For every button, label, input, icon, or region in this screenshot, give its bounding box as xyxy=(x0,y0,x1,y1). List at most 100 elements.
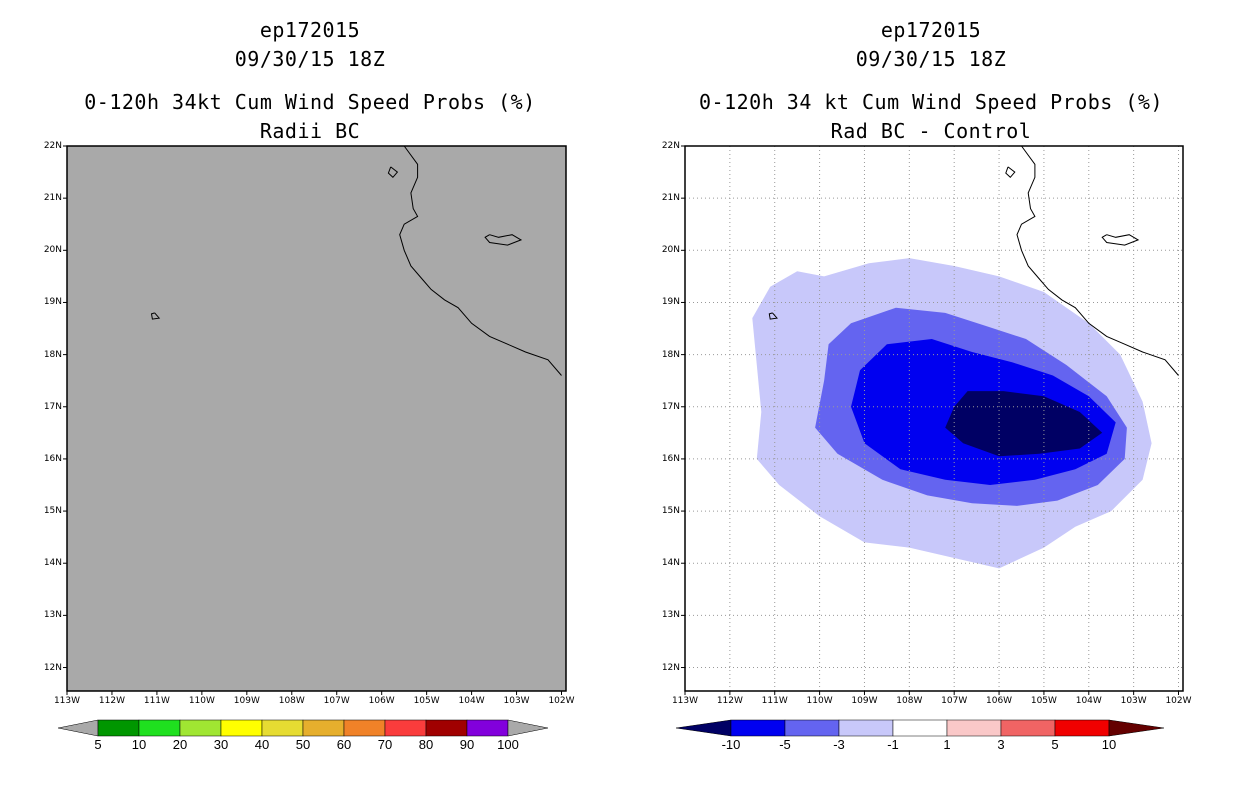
left-lon-label-108W: 108W xyxy=(278,696,305,706)
right-colorbar-box xyxy=(1054,719,1110,737)
right-colorbar-label--1: -1 xyxy=(887,737,899,752)
left-lon-label-112W: 112W xyxy=(98,696,125,706)
right-title-product: 0-120h 34 kt Cum Wind Speed Probs (%) xyxy=(698,90,1164,114)
left-colorbar-box xyxy=(261,719,304,737)
right-colorbar-box xyxy=(784,719,840,737)
right-lon-label-104W: 104W xyxy=(1075,696,1102,706)
right-island-1 xyxy=(1005,166,1016,179)
left-lat-label-14N: 14N xyxy=(43,558,62,569)
right-lat-label-21N: 21N xyxy=(661,193,680,204)
right-colorbar-high-arrow xyxy=(1108,719,1165,737)
left-colorbar-label-5: 5 xyxy=(94,737,102,752)
left-colorbar-box xyxy=(343,719,386,737)
left-title-product: 0-120h 34kt Cum Wind Speed Probs (%) xyxy=(84,90,536,114)
left-lat-label-15N: 15N xyxy=(43,506,62,517)
right-lat-label-17N: 17N xyxy=(661,401,680,412)
right-lon-label-106W: 106W xyxy=(986,696,1013,706)
right-colorbar-box xyxy=(946,719,1002,737)
right-lat-label-22N: 22N xyxy=(661,141,680,151)
right-colorbar-label-3: 3 xyxy=(997,737,1005,752)
left-title-date: 09/30/15 18Z xyxy=(234,47,386,71)
right-colorbar-label--10: -10 xyxy=(721,737,741,752)
right-island-0 xyxy=(768,312,778,320)
right-colorbar-label-1: 1 xyxy=(943,737,951,752)
right-contour--10 xyxy=(945,391,1103,457)
left-colorbar-box xyxy=(466,719,509,737)
left-lon-label-105W: 105W xyxy=(413,696,440,706)
left-colorbar-box xyxy=(302,719,345,737)
right-colorbar-low-arrow xyxy=(675,719,732,737)
left-colorbar-label-60: 60 xyxy=(336,737,352,752)
right-colorbar-box xyxy=(892,719,948,737)
left-lat-label-18N: 18N xyxy=(43,349,62,360)
left-lon-label-111W: 111W xyxy=(143,696,170,706)
left-lon-label-106W: 106W xyxy=(368,696,395,706)
right-lat-label-16N: 16N xyxy=(661,453,680,464)
right-lat-label-13N: 13N xyxy=(661,610,680,621)
left-colorbar-label-100: 100 xyxy=(497,737,519,752)
left-colorbar-box xyxy=(220,719,263,737)
left-lat-label-22N: 22N xyxy=(43,141,62,151)
right-lon-label-110W: 110W xyxy=(806,696,833,706)
left-colorbar-low-arrow xyxy=(57,719,99,737)
left-island-0 xyxy=(150,312,161,320)
left-colorbar-box xyxy=(179,719,222,737)
right-colorbar-box xyxy=(838,719,894,737)
left-coastline xyxy=(399,145,562,376)
right-lon-label-109W: 109W xyxy=(851,696,878,706)
right-lon-label-103W: 103W xyxy=(1120,696,1147,706)
left-lon-label-102W: 102W xyxy=(548,696,575,706)
right-lon-label-102W: 102W xyxy=(1165,696,1192,706)
left-lat-label-17N: 17N xyxy=(43,401,62,412)
right-colorbar-label-5: 5 xyxy=(1051,737,1059,752)
right-lon-label-107W: 107W xyxy=(941,696,968,706)
left-title-subtitle: Radii BC xyxy=(259,119,361,143)
left-colorbar-box xyxy=(425,719,468,737)
left-colorbar-label-30: 30 xyxy=(213,737,229,752)
left-lat-label-12N: 12N xyxy=(43,662,62,673)
right-title-storm-id: ep172015 xyxy=(880,18,982,42)
left-colorbar-label-40: 40 xyxy=(254,737,270,752)
left-colorbar-label-50: 50 xyxy=(295,737,311,752)
right-map-frame xyxy=(684,145,1184,692)
left-map-frame xyxy=(66,145,567,692)
right-colorbar-label-10: 10 xyxy=(1101,737,1117,752)
right-lat-label-20N: 20N xyxy=(661,245,680,256)
left-lon-label-104W: 104W xyxy=(458,696,485,706)
left-lat-label-19N: 19N xyxy=(43,297,62,308)
left-colorbar-high-arrow xyxy=(507,719,549,737)
right-colorbar-label--5: -5 xyxy=(779,737,791,752)
right-lat-label-18N: 18N xyxy=(661,349,680,360)
right-lat-label-14N: 14N xyxy=(661,558,680,569)
left-colorbar-label-10: 10 xyxy=(131,737,147,752)
right-lat-label-15N: 15N xyxy=(661,506,680,517)
right-lon-label-105W: 105W xyxy=(1030,696,1057,706)
left-lat-label-20N: 20N xyxy=(43,245,62,256)
left-map-background xyxy=(67,146,566,691)
right-lon-label-108W: 108W xyxy=(896,696,923,706)
right-lon-label-113W: 113W xyxy=(671,696,699,706)
left-island-1 xyxy=(387,166,399,179)
left-colorbar-label-70: 70 xyxy=(377,737,393,752)
right-title-subtitle: Rad BC - Control xyxy=(830,119,1032,143)
left-title-storm-id: ep172015 xyxy=(259,18,361,42)
left-colorbar-box xyxy=(384,719,427,737)
left-lon-label-113W: 113W xyxy=(53,696,81,706)
left-colorbar-box xyxy=(97,719,140,737)
right-lon-label-112W: 112W xyxy=(716,696,743,706)
left-lon-label-110W: 110W xyxy=(188,696,215,706)
left-lon-label-107W: 107W xyxy=(323,696,350,706)
left-island-2 xyxy=(484,234,523,246)
right-colorbar-label--3: -3 xyxy=(833,737,845,752)
right-island-2 xyxy=(1101,234,1140,246)
left-lat-label-21N: 21N xyxy=(43,193,62,204)
left-colorbar-box xyxy=(138,719,181,737)
left-lon-label-103W: 103W xyxy=(503,696,530,706)
left-lat-label-16N: 16N xyxy=(43,453,62,464)
left-lon-label-109W: 109W xyxy=(233,696,260,706)
right-colorbar-box xyxy=(730,719,786,737)
left-colorbar-label-20: 20 xyxy=(172,737,188,752)
right-colorbar-box xyxy=(1000,719,1056,737)
right-title-date: 09/30/15 18Z xyxy=(855,47,1007,71)
